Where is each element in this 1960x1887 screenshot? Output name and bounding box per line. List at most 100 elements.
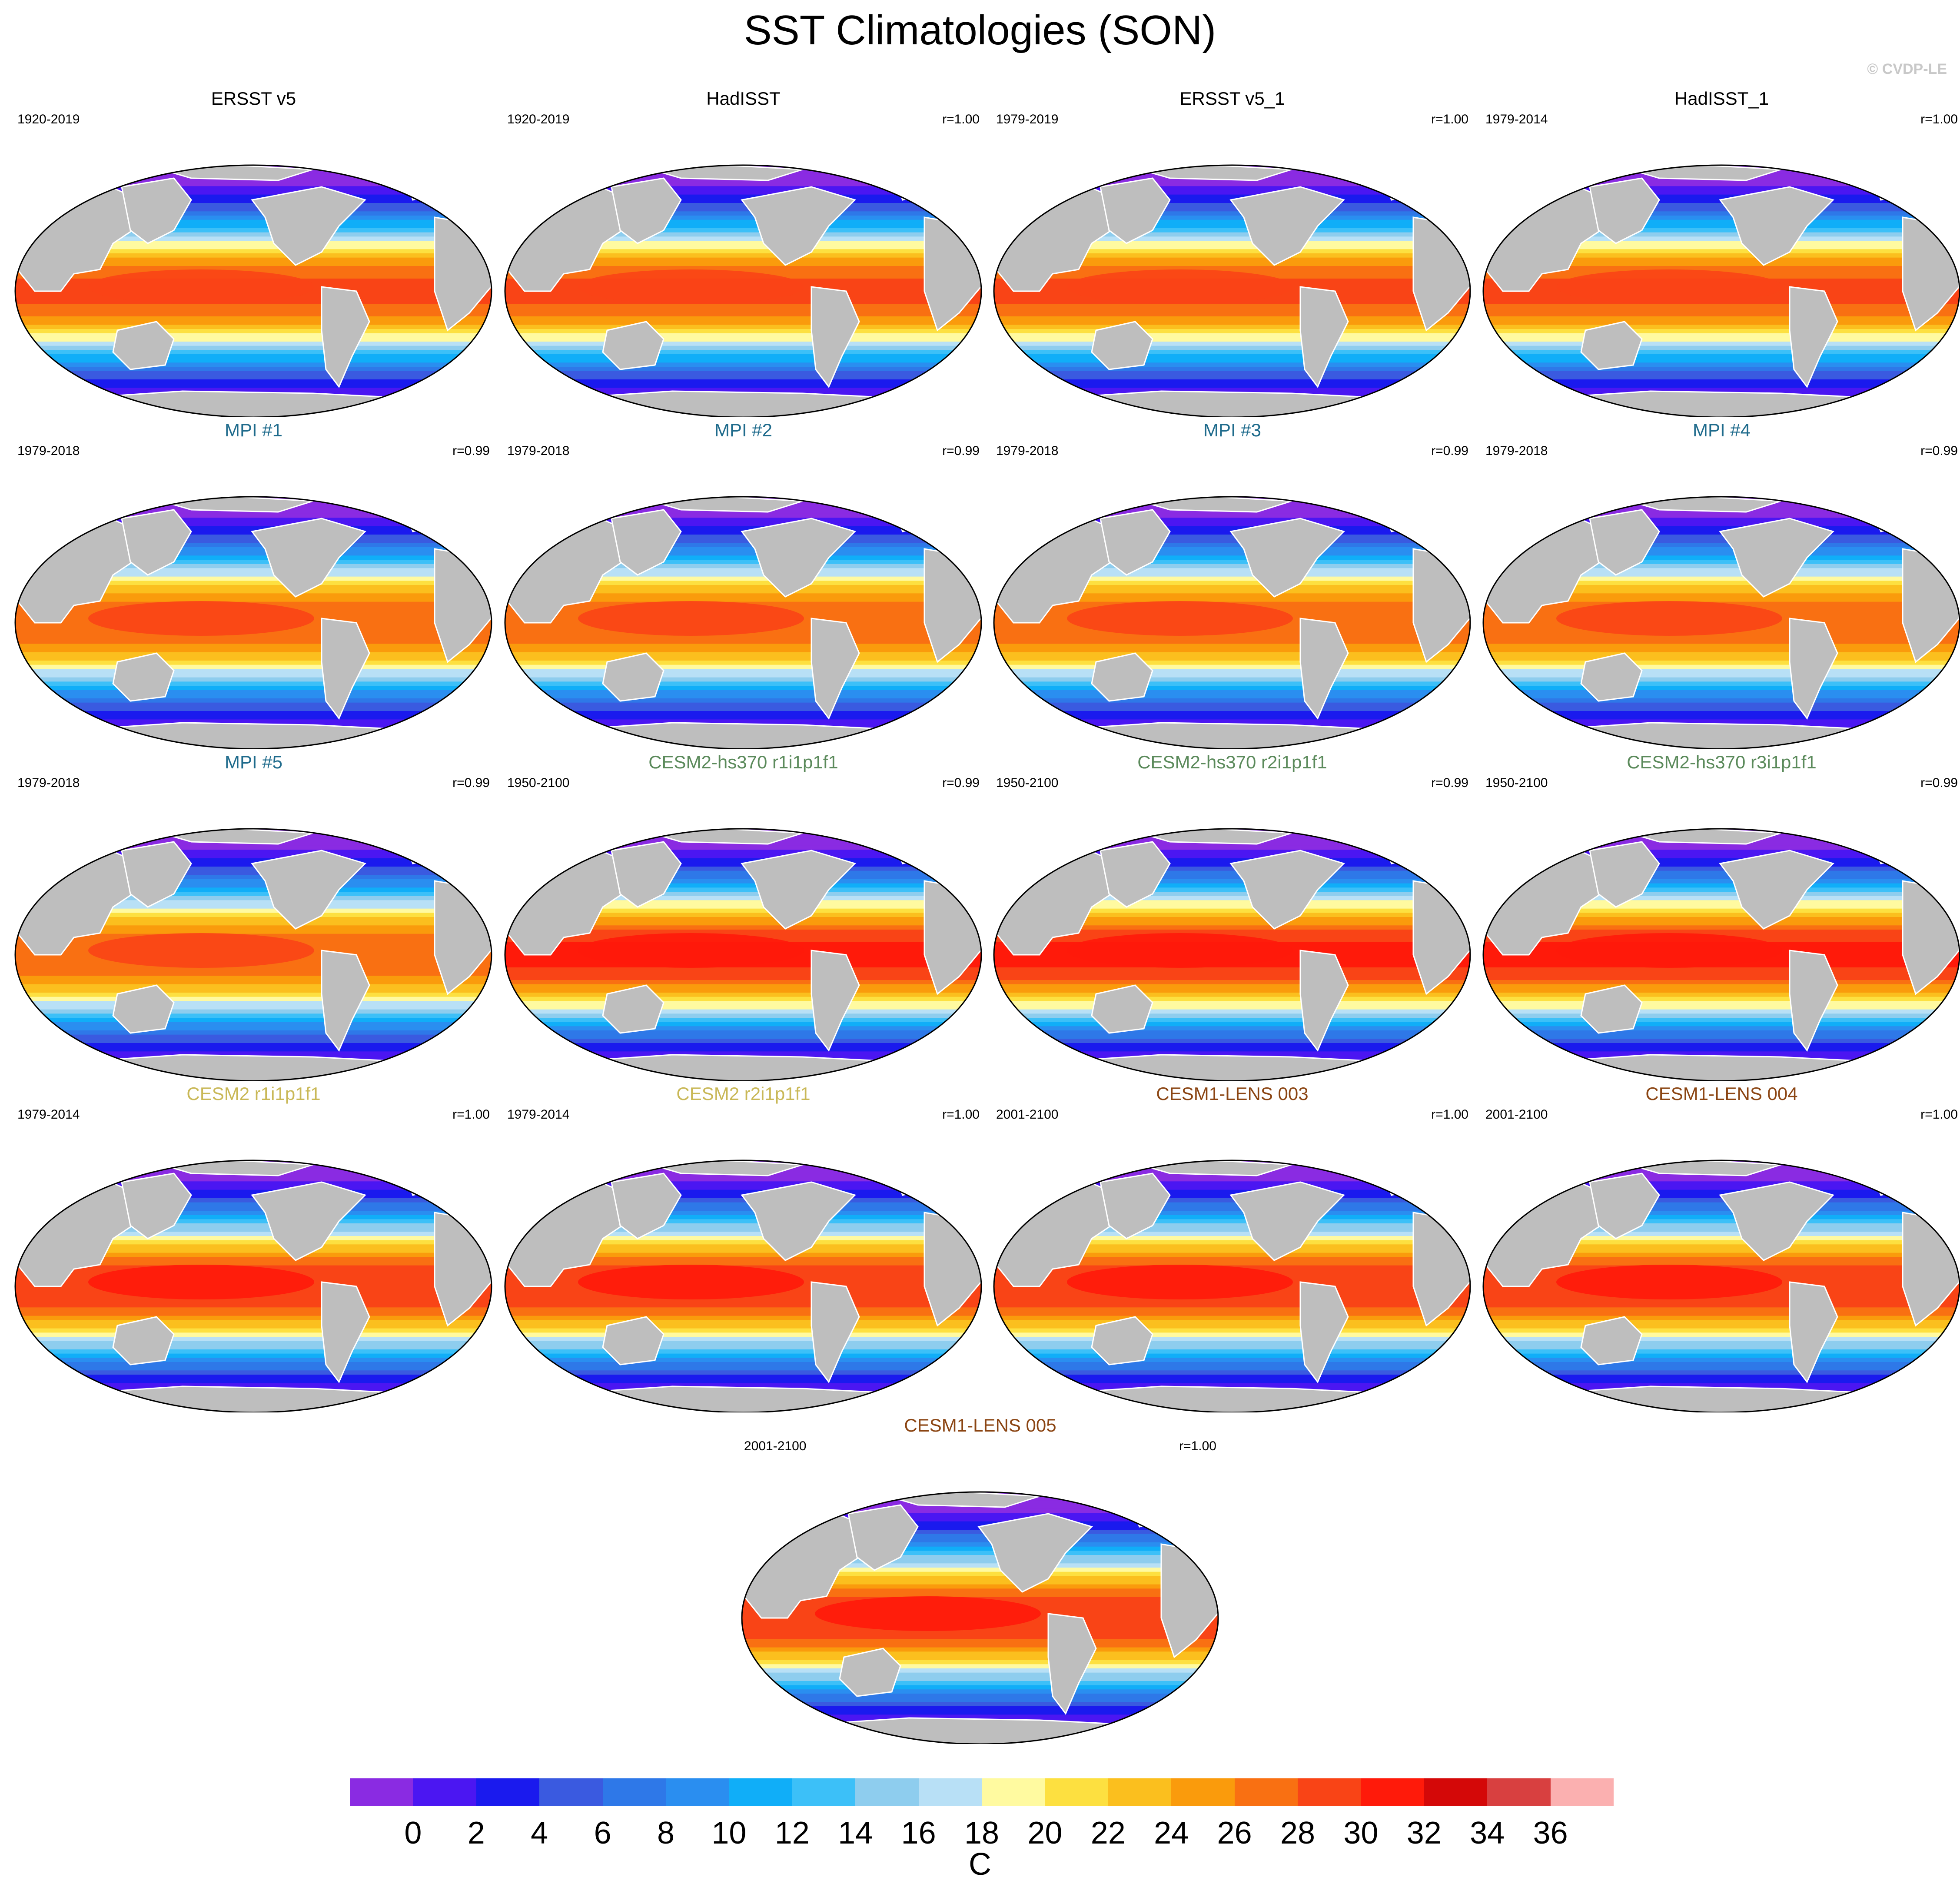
land-mass [741,518,856,598]
sst-band [505,593,981,598]
sst-band [994,362,1470,367]
sst-band [1483,312,1960,317]
sst-band [994,241,1470,246]
warm-pool [815,1596,1041,1631]
sst-band [994,900,1470,905]
map-panel: CESM2 r2i1p1f1 1979-2014 r=1.00 [498,1082,988,1412]
sst-band [505,555,981,560]
sst-band [1483,644,1960,648]
sst-band [1483,253,1960,258]
sst-band [505,1232,981,1236]
sst-band [1483,358,1960,363]
sst-band [15,1379,492,1384]
sst-band [505,551,981,556]
sst-band [1483,1232,1960,1236]
sst-band [15,308,492,313]
sst-band [505,1211,981,1216]
sst-band [505,711,981,716]
sst-band [1483,308,1960,313]
sst-band [994,228,1470,233]
warm-pool [1556,1265,1782,1299]
land-mass [1012,722,1446,749]
panel-correlation: r=1.00 [1431,112,1468,126]
sst-band [994,568,1470,573]
map-outline [14,164,492,417]
sst-band [994,262,1470,266]
panel-years: 1979-2014 [507,1107,570,1122]
sst-band [505,203,981,208]
sst-band [994,1324,1470,1329]
sst-band [505,228,981,233]
sst-band [994,236,1470,241]
sst-band [505,925,981,930]
sst-band [994,383,1470,389]
sst-band [994,639,1470,645]
sst-band [994,997,1470,1002]
sst-band [994,971,1470,977]
land-mass [112,652,175,702]
sst-band [15,1332,492,1337]
sst-band [742,1639,1218,1644]
land-mass [1100,509,1171,576]
sst-band [15,576,492,581]
sst-band [1483,669,1960,674]
sst-band [505,1316,981,1321]
sst-band [994,1249,1470,1253]
sst-band [505,312,981,317]
sst-band [1483,547,1960,552]
sst-band [1483,1303,1960,1308]
panel-correlation: r=0.99 [1431,444,1468,458]
sst-band [1483,1240,1960,1245]
sst-band [994,980,1470,985]
sst-band [15,681,492,686]
sst-band [1483,892,1960,897]
land-mass [1501,722,1935,749]
land-mass [1091,321,1153,370]
sst-band [994,203,1470,208]
sst-band [505,371,981,376]
sst-band [505,1370,981,1375]
sst-band [1483,1009,1960,1014]
sst-band [742,1677,1218,1681]
sst-band [15,673,492,678]
sst-band [1483,1375,1960,1379]
sst-band [994,518,1470,522]
sst-band [15,203,492,208]
sst-band [505,522,981,527]
sst-band [505,513,981,518]
sst-band [994,585,1470,590]
sst-band [15,635,492,640]
sst-band [15,1375,492,1379]
sst-band [505,304,981,309]
sst-band [994,681,1470,686]
sst-band [505,560,981,565]
sst-band [1483,1379,1960,1384]
map-outline [993,1159,1471,1412]
colorbar-swatch [729,1778,793,1806]
sst-band [994,1337,1470,1342]
sst-band [15,1307,492,1312]
land-mass [1789,618,1838,720]
sst-band [994,1181,1470,1186]
sst-band [505,1206,981,1211]
sst-band [1483,686,1960,691]
sst-band [742,1710,1218,1715]
colorbar-tick-label: 2 [467,1816,485,1850]
sst-band [1483,1366,1960,1371]
sst-band [1483,236,1960,241]
sst-band [505,908,981,914]
sst-band [15,993,492,997]
panel-title: MPI #4 [1692,420,1751,440]
panel-title: MPI #2 [714,420,773,440]
sst-band [1483,1236,1960,1241]
sst-band [994,1198,1470,1203]
colorbar-swatch [1487,1778,1551,1806]
sst-band [15,232,492,237]
sst-band [994,892,1470,897]
panel-correlation: r=0.99 [1431,776,1468,790]
sst-band [1483,719,1960,724]
panel-years: 2001-2100 [1485,1107,1548,1122]
sst-band [15,1249,492,1253]
sst-band [15,1013,492,1018]
sst-band [15,921,492,926]
